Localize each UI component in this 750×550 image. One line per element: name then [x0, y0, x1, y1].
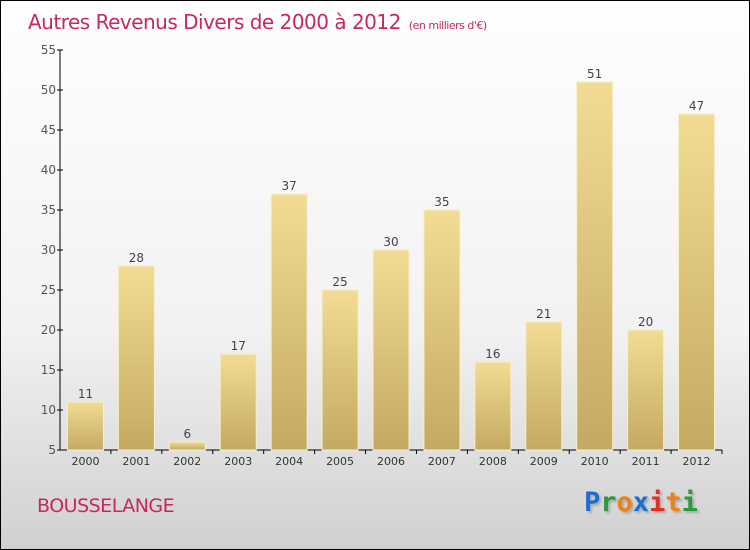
logo-letter: i [649, 487, 666, 518]
bar [270, 193, 308, 451]
x-tick-label: 2000 [71, 455, 99, 468]
y-tick-label: 45 [41, 123, 56, 137]
chart-subtitle: (en milliers d'€) [408, 19, 487, 32]
logo-letter: t [665, 487, 682, 518]
bar [525, 321, 563, 451]
bar [219, 353, 257, 451]
x-tick-label: 2009 [530, 455, 558, 468]
data-label: 37 [282, 179, 297, 193]
data-label: 28 [129, 251, 144, 265]
data-label: 21 [536, 307, 551, 321]
x-tick-label: 2012 [683, 455, 711, 468]
y-tick-label: 35 [41, 203, 56, 217]
logo-letter: o [616, 487, 633, 518]
bar [66, 401, 104, 451]
data-label: 20 [638, 315, 653, 329]
x-tick-label: 2007 [428, 455, 456, 468]
bar [423, 209, 461, 451]
y-tick-label: 40 [41, 163, 56, 177]
data-label: 35 [434, 195, 449, 209]
logo-letter: i [681, 487, 698, 518]
data-label: 6 [183, 427, 191, 441]
x-tick-label: 2002 [173, 455, 201, 468]
x-tick-label: 2004 [275, 455, 303, 468]
place-name: BOUSSELANGE [37, 495, 175, 517]
bar [372, 249, 410, 451]
y-tick-label: 25 [41, 283, 56, 297]
logo-letter: x [632, 487, 650, 518]
bar [678, 113, 716, 451]
bar [627, 329, 665, 451]
bar [576, 81, 614, 451]
x-tick-label: 2011 [632, 455, 660, 468]
data-label: 30 [383, 235, 398, 249]
proxiti-logo: Proxiti [584, 487, 698, 518]
x-tick-label: 2005 [326, 455, 354, 468]
data-label: 11 [78, 387, 93, 401]
data-label: 51 [587, 67, 602, 81]
y-tick-label: 10 [41, 403, 56, 417]
bar [168, 441, 206, 451]
y-tick-label: 5 [48, 443, 56, 457]
data-label: 25 [332, 275, 347, 289]
x-tick-label: 2003 [224, 455, 252, 468]
chart-title: Autres Revenus Divers de 2000 à 2012 (en … [28, 10, 487, 34]
x-tick-label: 2006 [377, 455, 405, 468]
title-text: Autres Revenus Divers de 2000 à 2012 [28, 10, 401, 34]
y-tick-label: 20 [41, 323, 56, 337]
data-label: 16 [485, 347, 500, 361]
data-label: 47 [689, 99, 704, 113]
y-tick-label: 55 [41, 43, 56, 57]
x-tick-label: 2001 [122, 455, 150, 468]
bar [321, 289, 359, 451]
logo-letter: P [584, 487, 601, 518]
y-tick-label: 30 [41, 243, 56, 257]
bar [117, 265, 155, 451]
x-tick-label: 2010 [581, 455, 609, 468]
x-tick-label: 2008 [479, 455, 507, 468]
data-label: 17 [231, 339, 246, 353]
logo-letter: r [600, 487, 617, 518]
bar [474, 361, 512, 451]
y-tick-label: 50 [41, 83, 56, 97]
y-tick-label: 15 [41, 363, 56, 377]
